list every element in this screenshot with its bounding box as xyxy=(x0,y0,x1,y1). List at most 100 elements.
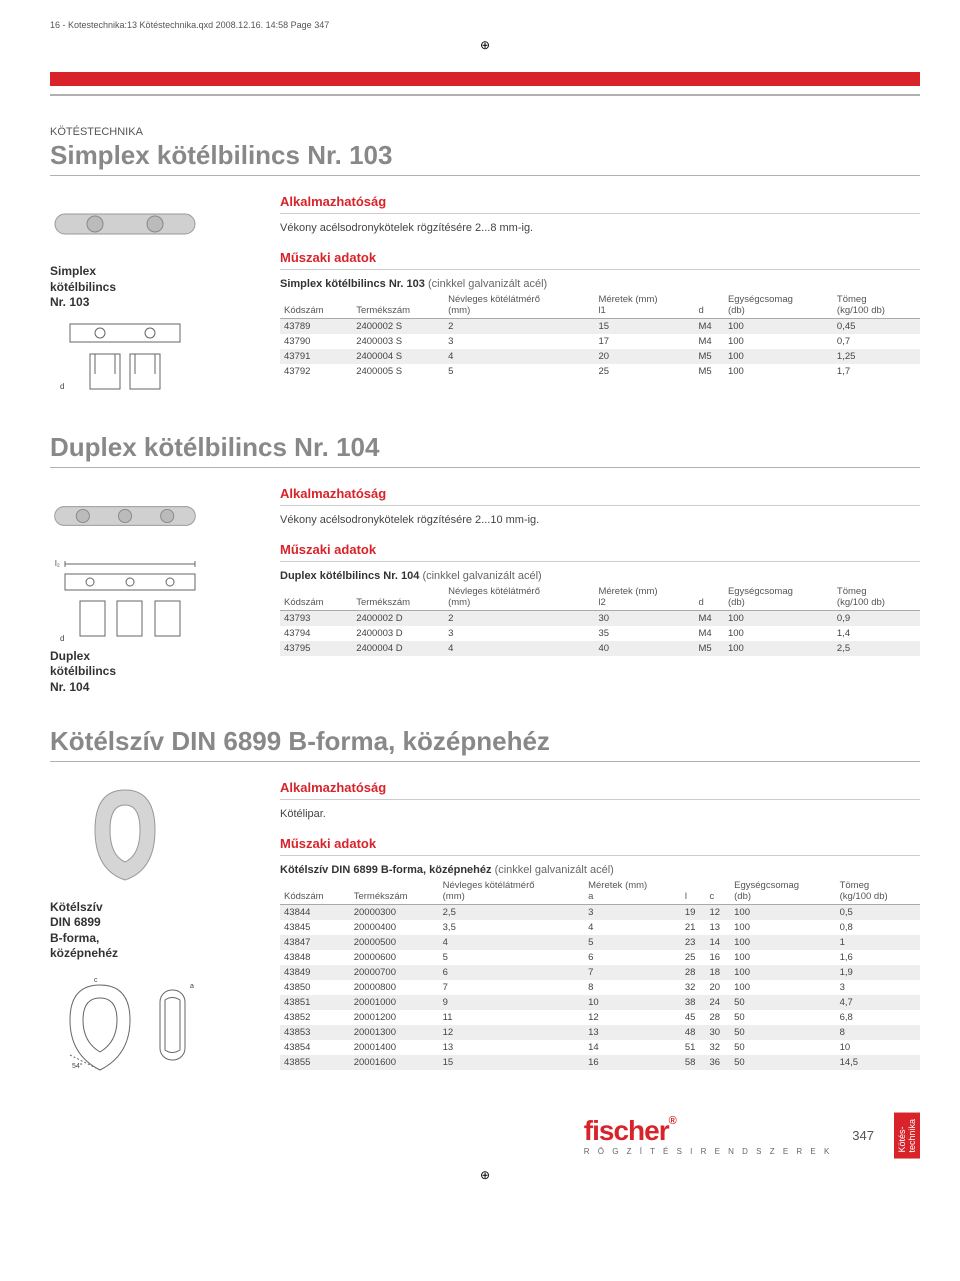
application-title-3: Alkalmazhatóság xyxy=(280,780,920,795)
table-cell: 45 xyxy=(685,1010,710,1025)
column-header: Egységcsomag (db) xyxy=(734,878,839,905)
table-cell: M4 xyxy=(698,319,727,335)
table-cell: 2400004 S xyxy=(356,349,448,364)
table-row: 437912400004 S420M51001,25 xyxy=(280,349,920,364)
column-header: Kódszám xyxy=(280,584,356,611)
table-cell: 100 xyxy=(734,980,839,995)
table-title-2: Duplex kötélbilincs Nr. 104 (cinkkel gal… xyxy=(280,570,920,582)
table-cell: 43794 xyxy=(280,626,356,641)
table-cell: 100 xyxy=(734,920,839,935)
table-cell: 5 xyxy=(588,935,685,950)
table-row: 43849200007006728181001,9 xyxy=(280,965,920,980)
table-cell: 2400002 S xyxy=(356,319,448,335)
table-cell: 12 xyxy=(588,1010,685,1025)
table-cell: 20000300 xyxy=(354,904,443,920)
table-cell: 12 xyxy=(443,1025,588,1040)
section-thimble: Kötélszív DIN 6899 B-forma, középnehéz c… xyxy=(50,780,920,1083)
table-cell: 20001300 xyxy=(354,1025,443,1040)
table-cell: 2400004 D xyxy=(356,641,448,656)
table-cell: 50 xyxy=(734,1010,839,1025)
column-header: d xyxy=(698,584,727,611)
table-cell: 21 xyxy=(685,920,710,935)
title-underline xyxy=(50,175,920,176)
table-cell: 3,5 xyxy=(443,920,588,935)
column-header: Méretek (mm) l1 xyxy=(598,292,698,319)
table-row: 437892400002 S215M41000,45 xyxy=(280,319,920,335)
table-cell: 2400005 S xyxy=(356,364,448,379)
table-cell: 100 xyxy=(734,904,839,920)
table-cell: 1,4 xyxy=(837,626,920,641)
table-cell: 28 xyxy=(685,965,710,980)
svg-text:d: d xyxy=(60,634,64,643)
page-title-3: Kötélszív DIN 6899 B-forma, középnehéz xyxy=(50,726,920,757)
table-cell: 100 xyxy=(728,626,837,641)
duplex-diagram: l₂ d xyxy=(50,556,200,649)
table-cell: 1,25 xyxy=(837,349,920,364)
table-simplex: KódszámTermékszámNévleges kötélátmérő (m… xyxy=(280,292,920,379)
table-cell: 4 xyxy=(443,935,588,950)
table-title-1: Simplex kötélbilincs Nr. 103 (cinkkel ga… xyxy=(280,278,920,290)
table-cell: 43847 xyxy=(280,935,354,950)
table-cell: 2400003 D xyxy=(356,626,448,641)
column-header: Méretek (mm) a xyxy=(588,878,685,905)
table-cell: 50 xyxy=(734,1040,839,1055)
table-cell: 100 xyxy=(734,965,839,980)
table-cell: 6,8 xyxy=(840,1010,920,1025)
table-cell: M4 xyxy=(698,626,727,641)
table-cell: 43795 xyxy=(280,641,356,656)
table-row: 4385520001600151658365014,5 xyxy=(280,1055,920,1070)
table-cell: 50 xyxy=(734,1055,839,1070)
table-cell: 16 xyxy=(710,950,735,965)
grey-bar xyxy=(50,94,920,96)
svg-text:l₂: l₂ xyxy=(55,559,60,568)
table-cell: 23 xyxy=(685,935,710,950)
table-cell: 1 xyxy=(840,935,920,950)
table-cell: 48 xyxy=(685,1025,710,1040)
table-row: 43851200010009103824504,7 xyxy=(280,995,920,1010)
table-cell: 30 xyxy=(710,1025,735,1040)
column-header: d xyxy=(698,292,727,319)
table-cell: 25 xyxy=(685,950,710,965)
table-cell: 43851 xyxy=(280,995,354,1010)
table-cell: 16 xyxy=(588,1055,685,1070)
footer: fischer® R Ö G Z Í T É S I R E N D S Z E… xyxy=(50,1113,920,1159)
table-row: 437922400005 S525M51001,7 xyxy=(280,364,920,379)
table-cell: 14 xyxy=(710,935,735,950)
table-cell: 0,5 xyxy=(840,904,920,920)
table-cell: M5 xyxy=(698,641,727,656)
table-row: 43844200003002,5319121000,5 xyxy=(280,904,920,920)
table-cell: 43793 xyxy=(280,610,356,626)
svg-text:a: a xyxy=(190,983,194,990)
svg-text:54°: 54° xyxy=(72,1062,83,1070)
table-cell: 2 xyxy=(448,610,598,626)
side-tab: Kötés- technika xyxy=(894,1113,920,1159)
page-title-2: Duplex kötélbilincs Nr. 104 xyxy=(50,432,920,463)
table-cell: 43855 xyxy=(280,1055,354,1070)
table-row: 437932400002 D230M41000,9 xyxy=(280,610,920,626)
table-cell: M4 xyxy=(698,610,727,626)
table-cell: 15 xyxy=(443,1055,588,1070)
section-duplex: l₂ d Duplex kötélbilincs Nr. 104 Alkalma… xyxy=(50,486,920,696)
column-header: Kódszám xyxy=(280,878,354,905)
table-cell: 10 xyxy=(840,1040,920,1055)
table-cell: 58 xyxy=(685,1055,710,1070)
table-cell: 43850 xyxy=(280,980,354,995)
table-cell: 32 xyxy=(710,1040,735,1055)
application-text-3: Kötélipar. xyxy=(280,808,920,820)
crop-mark-bottom: ⊕ xyxy=(480,1168,490,1182)
table-cell: 3 xyxy=(448,626,598,641)
table-cell: 50 xyxy=(734,995,839,1010)
table-row: 43848200006005625161001,6 xyxy=(280,950,920,965)
application-title-2: Alkalmazhatóság xyxy=(280,486,920,501)
application-title-1: Alkalmazhatóság xyxy=(280,194,920,209)
table-cell: 20000800 xyxy=(354,980,443,995)
table-cell: M4 xyxy=(698,334,727,349)
application-text-1: Vékony acélsodronykötelek rögzítésére 2.… xyxy=(280,222,920,234)
table-cell: 20000700 xyxy=(354,965,443,980)
table-cell: 12 xyxy=(710,904,735,920)
table-cell: 100 xyxy=(728,364,837,379)
table-cell: 1,6 xyxy=(840,950,920,965)
table-title-3: Kötélszív DIN 6899 B-forma, középnehéz (… xyxy=(280,864,920,876)
red-bar xyxy=(50,72,920,86)
table-cell: 100 xyxy=(728,319,837,335)
